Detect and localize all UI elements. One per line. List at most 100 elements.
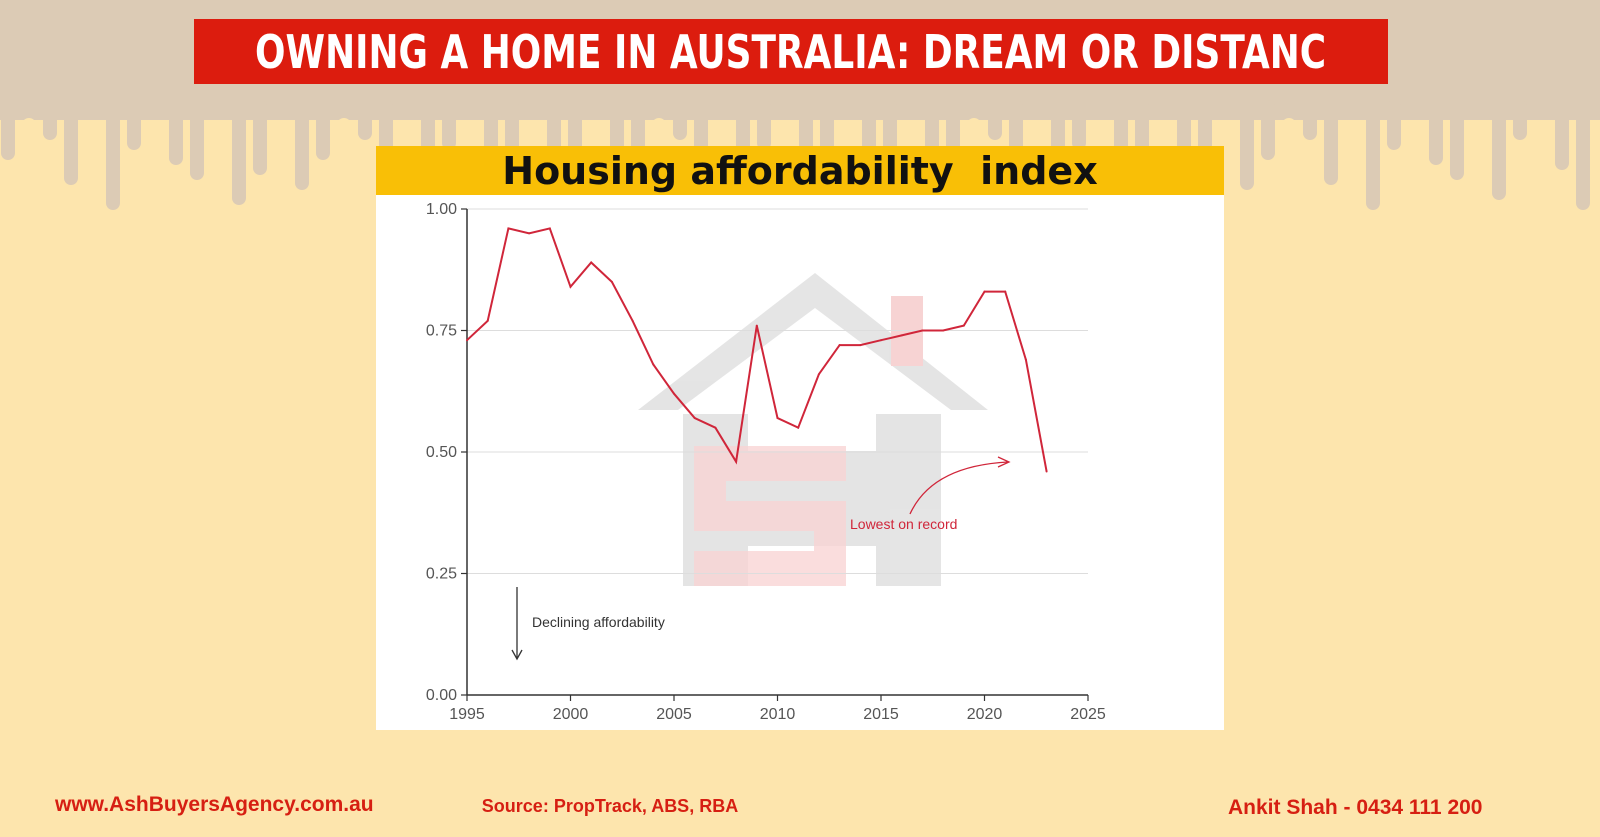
watermark-letter-h [683,414,941,586]
drip [148,123,162,218]
drip [1513,100,1527,140]
drip [1429,100,1443,165]
drip [85,148,99,218]
drip [274,163,288,218]
x-tick-label: 2005 [656,706,692,723]
drip [190,100,204,180]
data-point [859,344,862,347]
data-point [486,319,489,322]
drip [673,100,687,140]
drip [1576,100,1590,210]
drip [22,118,36,218]
data-point [755,324,758,327]
y-tick-label: 0.75 [426,323,457,340]
drip [1387,100,1401,150]
watermark-letter-s [694,446,846,586]
drip [295,100,309,190]
drip [1282,118,1296,218]
page-title: OWNING A HOME IN AUSTRALIA: DREAM OR DIS… [194,19,1388,84]
x-tick-label: 1995 [449,706,485,723]
drip [1303,100,1317,140]
annotation-declining-affordability: Declining affordability [532,614,665,630]
drip [337,118,351,218]
drip [1261,100,1275,160]
drip [169,100,183,165]
data-point [673,392,675,395]
chart-title: Housing affordability index [376,146,1224,195]
data-point [528,232,531,235]
line-chart: 1.00 0.75 0.50 0.25 0.00 1995 2000 2005 2010 2015… [426,201,1106,723]
data-point [797,426,800,429]
drip [232,100,246,205]
data-point [1004,290,1007,293]
data-point [776,416,779,419]
data-point [590,261,593,264]
drip [1366,100,1380,210]
drip [64,100,78,185]
data-point [569,285,572,288]
drip [988,100,1002,140]
data-point [507,227,510,230]
drip [127,100,141,150]
x-tick-label: 2020 [967,706,1003,723]
drip [1240,100,1254,190]
drip [106,100,120,210]
data-point [610,280,613,283]
lowest-arrow-head [997,456,1011,468]
drip [757,100,771,150]
data-point [880,339,882,342]
drip [1471,158,1485,218]
data-point [900,334,903,337]
data-point [693,416,696,419]
declining-arrow-head [511,649,523,661]
drip [1345,148,1359,218]
data-point [714,426,717,429]
footer-contact: Ankit Shah - 0434 111 200 [1228,796,1483,819]
drip [358,100,372,140]
x-tick-label: 2015 [863,706,899,723]
watermark-logo [638,273,988,586]
drip [1324,100,1338,185]
data-point [631,319,634,322]
drip [631,100,645,160]
drip [946,100,960,160]
data-point [1024,358,1027,361]
page-title-text: OWNING A HOME IN AUSTRALIA: DREAM OR DIS… [255,24,1327,79]
x-tick-label: 2010 [760,706,796,723]
drip [316,100,330,160]
data-point [983,290,986,293]
y-tick-label: 0.50 [426,444,457,461]
drip [253,100,267,175]
data-point [1045,470,1048,473]
annotation-lowest-on-record: Lowest on record [850,516,957,532]
watermark-house-roof [638,273,988,410]
x-tick-label: 2025 [1070,706,1106,723]
x-tick-label: 2000 [553,706,589,723]
chart-card: 1.00 0.75 0.50 0.25 0.00 1995 2000 2005 2010 2015… [376,146,1224,730]
drip [1555,100,1569,170]
y-tick-label: 0.00 [426,687,457,704]
footer-website-link[interactable]: www.AshBuyersAgency.com.au [55,793,374,816]
drip [1450,100,1464,180]
data-point [962,324,965,327]
y-tick-label: 0.25 [426,566,457,583]
drip [1408,123,1422,218]
data-point [921,329,924,332]
data-point [652,363,655,366]
lowest-arrow-curve [909,461,1009,515]
drip [1072,100,1086,150]
drip [1597,169,1600,217]
data-point [466,339,468,342]
drip [1534,133,1548,218]
data-point [735,460,738,463]
drip [211,173,225,218]
data-point [942,329,945,332]
footer-source: Source: PropTrack, ABS, RBA [481,796,739,816]
data-point [817,373,820,376]
drip [43,100,57,140]
drip [1492,100,1506,200]
data-point [548,227,551,230]
drip [1,100,15,160]
y-tick-label: 1.00 [426,201,457,218]
drip [442,100,456,150]
